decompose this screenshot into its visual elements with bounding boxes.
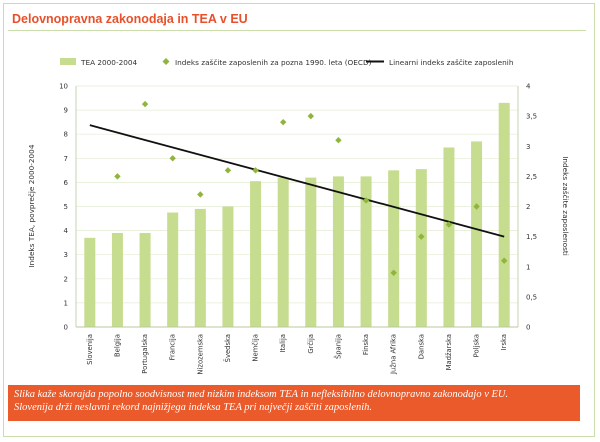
chart-title: Delovnopravna zakonodaja in TEA v EU bbox=[12, 12, 248, 26]
x-category-label: Grčija bbox=[307, 334, 315, 354]
y-left-tick-label: 10 bbox=[59, 83, 68, 91]
legend-diamond-marker bbox=[162, 58, 170, 65]
x-category-label: Švedska bbox=[223, 334, 232, 362]
diamond-point bbox=[224, 167, 232, 174]
y-left-tick-label: 3 bbox=[64, 251, 68, 259]
diamond-point bbox=[279, 118, 287, 126]
axes bbox=[75, 86, 519, 328]
bar bbox=[471, 141, 483, 327]
figure-frame bbox=[3, 3, 595, 437]
bar bbox=[498, 102, 510, 328]
caption-line-1: Slika kaže skorajda popolno soodvisnost … bbox=[14, 389, 509, 400]
diamond-point bbox=[500, 257, 508, 264]
diamond-point bbox=[418, 233, 425, 240]
y-left-tick-label: 6 bbox=[64, 179, 69, 187]
x-category-label: Italija bbox=[279, 334, 287, 353]
y-axis-left-label: Indeks TEA, povprečje 2000-2004 bbox=[27, 144, 36, 267]
x-category-label: Irska bbox=[500, 334, 508, 350]
y-right-tick-label: 3 bbox=[526, 143, 530, 151]
bar bbox=[111, 233, 123, 327]
y-left-tick-label: 5 bbox=[64, 203, 68, 211]
diamond-point bbox=[169, 155, 176, 162]
bar bbox=[194, 208, 206, 327]
x-category-label: Nemčija bbox=[252, 334, 260, 362]
bar bbox=[443, 147, 455, 327]
bar bbox=[167, 212, 179, 327]
caption-box: Slika kaže skorajda popolno soodvisnost … bbox=[8, 385, 580, 421]
bar bbox=[332, 176, 344, 327]
caption-line-2: Slovenija drži neslavni rekord najnižjeg… bbox=[14, 402, 373, 413]
diamond-point bbox=[473, 203, 480, 210]
bar bbox=[277, 177, 289, 327]
y-right-tick-label: 4 bbox=[526, 83, 531, 91]
y-axis-right-label: Indeks zaščite zaposlenosti bbox=[561, 156, 570, 256]
x-category-label: Belgija bbox=[113, 334, 121, 357]
legend-line-label: Linearni indeks zaščite zaposlenih bbox=[389, 58, 513, 67]
x-category-label: Madžarska bbox=[445, 334, 453, 370]
legend-bar-swatch bbox=[60, 58, 76, 65]
y-left-tick-label: 8 bbox=[64, 131, 68, 139]
x-category-label: Francija bbox=[169, 334, 177, 360]
x-category-label: Poljska bbox=[473, 334, 481, 357]
tick-labels: 0 1 2 3 4 5 6 7 8 9 10 0 0,5 1 1,5 2 2,5 3 3,5 4 Slovenija Be… bbox=[59, 83, 537, 375]
diamond-point bbox=[335, 137, 342, 144]
y-left-tick-label: 7 bbox=[64, 155, 68, 163]
diamond-point bbox=[390, 269, 397, 276]
y-right-tick-label: 2,5 bbox=[526, 173, 537, 181]
legend-diamond-label: Indeks zaščite zaposlenih za pozna 1990.… bbox=[175, 58, 372, 67]
diamond-point bbox=[362, 197, 370, 204]
y-left-tick-label: 2 bbox=[64, 275, 68, 283]
y-left-tick-label: 4 bbox=[64, 227, 69, 235]
x-category-label: Južna Afrika bbox=[390, 334, 398, 375]
bar bbox=[139, 233, 151, 327]
diamond-point bbox=[252, 167, 259, 174]
bar bbox=[305, 177, 317, 327]
diamond-point bbox=[197, 191, 204, 198]
bar bbox=[222, 206, 234, 327]
y-right-tick-label: 2 bbox=[526, 203, 530, 211]
y-right-tick-label: 1,5 bbox=[526, 233, 537, 241]
title-divider bbox=[8, 30, 586, 31]
bar bbox=[360, 176, 372, 327]
bar-series bbox=[84, 102, 510, 328]
bar bbox=[250, 181, 262, 327]
y-right-tick-label: 0,5 bbox=[526, 293, 537, 301]
y-right-tick-label: 3,5 bbox=[526, 113, 537, 121]
x-category-label: Danska bbox=[417, 334, 425, 359]
diamond-point bbox=[141, 100, 149, 108]
y-right-tick-label: 1 bbox=[526, 263, 530, 271]
y-left-tick-label: 1 bbox=[64, 299, 68, 307]
diamond-point bbox=[307, 112, 315, 120]
x-category-label: Španija bbox=[333, 334, 342, 359]
bar bbox=[415, 169, 427, 327]
x-category-label: Nizozemska bbox=[196, 334, 204, 375]
x-category-label: Slovenija bbox=[86, 334, 94, 365]
diamond-point bbox=[445, 221, 453, 228]
bar bbox=[388, 170, 400, 327]
y-left-tick-label: 9 bbox=[64, 107, 68, 115]
trend-line bbox=[89, 124, 505, 238]
y-right-tick-label: 0 bbox=[526, 324, 530, 332]
diamond-series bbox=[114, 100, 508, 276]
x-category-label: Portugalska bbox=[141, 334, 149, 374]
x-category-label: Finska bbox=[362, 334, 370, 355]
trend-line-series bbox=[89, 124, 505, 238]
bar bbox=[84, 237, 96, 327]
y-left-tick-label: 0 bbox=[64, 324, 68, 332]
legend-bar-label: TEA 2000-2004 bbox=[80, 58, 138, 67]
legend: TEA 2000-2004 Indeks zaščite zaposlenih … bbox=[60, 58, 513, 67]
diamond-point bbox=[114, 173, 121, 180]
